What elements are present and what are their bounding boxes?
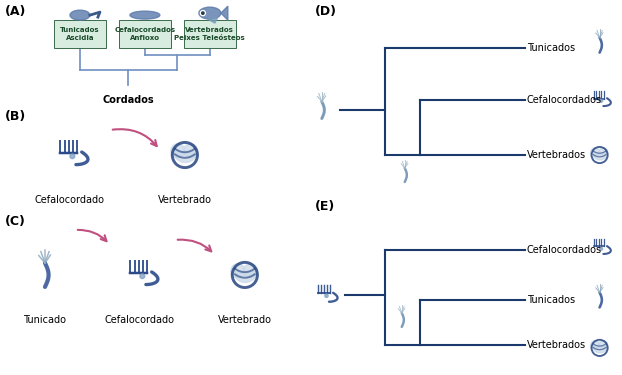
Circle shape bbox=[171, 144, 185, 158]
Circle shape bbox=[243, 264, 258, 278]
Text: (A): (A) bbox=[5, 5, 26, 18]
Circle shape bbox=[591, 148, 600, 157]
Circle shape bbox=[600, 247, 603, 250]
Text: Vertebrados: Vertebrados bbox=[527, 150, 586, 160]
Circle shape bbox=[200, 10, 205, 16]
Text: (C): (C) bbox=[5, 215, 26, 228]
Text: Cordados: Cordados bbox=[102, 95, 154, 105]
Polygon shape bbox=[221, 6, 228, 20]
Circle shape bbox=[70, 154, 75, 159]
Text: Tunicados: Tunicados bbox=[527, 295, 575, 305]
Text: Vertebrado: Vertebrado bbox=[158, 195, 212, 205]
Text: Cefalocordados
Anfioxo: Cefalocordados Anfioxo bbox=[114, 27, 175, 41]
FancyBboxPatch shape bbox=[184, 20, 236, 48]
Circle shape bbox=[599, 341, 608, 350]
Text: Cefalocordado: Cefalocordado bbox=[35, 195, 105, 205]
Text: Tunicados: Tunicados bbox=[527, 43, 575, 53]
Circle shape bbox=[325, 294, 328, 297]
Text: Tunicados
Ascidia: Tunicados Ascidia bbox=[60, 27, 100, 41]
Text: (E): (E) bbox=[315, 200, 335, 213]
Circle shape bbox=[231, 264, 245, 278]
FancyBboxPatch shape bbox=[54, 20, 106, 48]
Text: Vertebrado: Vertebrado bbox=[218, 315, 272, 325]
FancyBboxPatch shape bbox=[119, 20, 171, 48]
Ellipse shape bbox=[199, 7, 221, 19]
Circle shape bbox=[183, 144, 197, 158]
Text: Cefalocordados: Cefalocordados bbox=[527, 95, 601, 105]
Ellipse shape bbox=[70, 10, 90, 20]
Polygon shape bbox=[208, 17, 218, 23]
Text: (B): (B) bbox=[5, 110, 26, 123]
Text: (D): (D) bbox=[315, 5, 337, 18]
Text: Cefalocordados: Cefalocordados bbox=[527, 245, 601, 255]
Circle shape bbox=[591, 341, 600, 350]
Text: Vertebrados
Peixes Teleósteos: Vertebrados Peixes Teleósteos bbox=[175, 27, 245, 41]
Text: Tunicado: Tunicado bbox=[24, 315, 67, 325]
Ellipse shape bbox=[130, 11, 160, 19]
Text: Cefalocordado: Cefalocordado bbox=[105, 315, 175, 325]
Circle shape bbox=[600, 99, 603, 102]
Circle shape bbox=[599, 148, 608, 157]
Circle shape bbox=[202, 12, 204, 14]
Circle shape bbox=[140, 274, 145, 279]
Text: Vertebrados: Vertebrados bbox=[527, 340, 586, 350]
